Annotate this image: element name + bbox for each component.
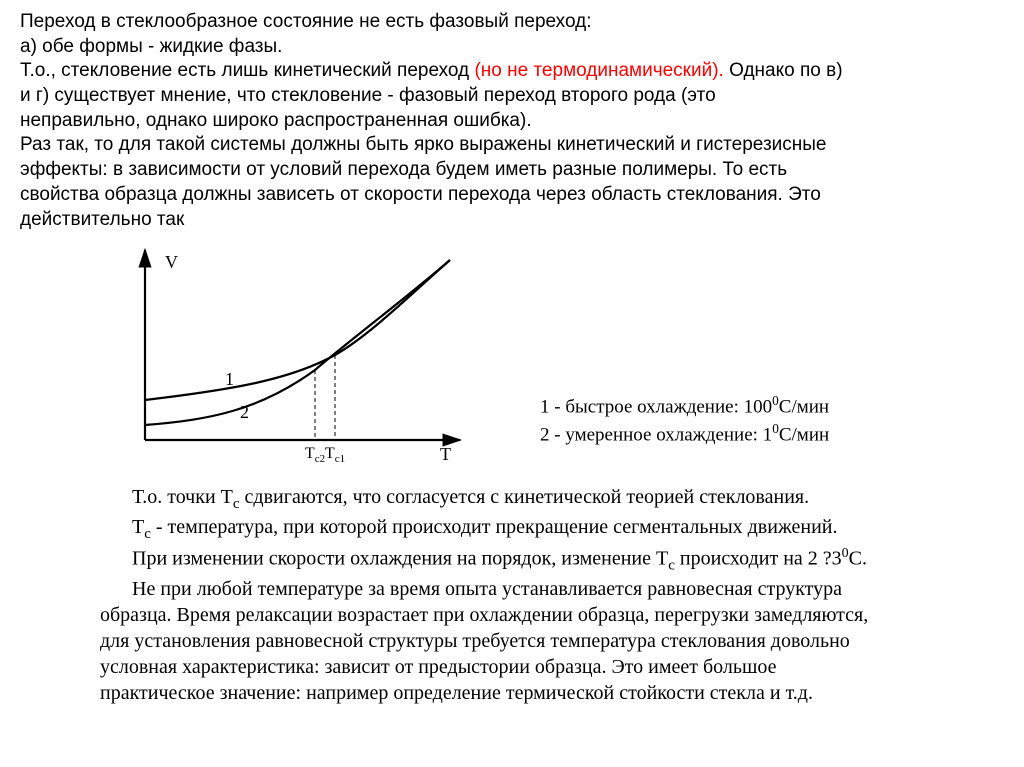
chart-legend: 1 - быстрое охлаждение: 1000С/мин 2 - ум…	[540, 392, 829, 448]
text: Т.о. точки Т	[132, 486, 233, 508]
svg-text:Tс1: Tс1	[325, 445, 345, 465]
lower-line: условная характеристика: зависит от пред…	[100, 654, 984, 680]
text: С/мин	[779, 424, 829, 445]
svg-text:2: 2	[240, 402, 249, 422]
intro-line: свойства образца должны зависеть от скор…	[20, 183, 1004, 208]
lower-line: Не при любой температуре за время опыта …	[100, 576, 984, 602]
sub: с	[668, 558, 675, 574]
lower-line: практическое значение: например определе…	[100, 680, 984, 706]
intro-line: неправильно, однако широко распространен…	[20, 109, 1004, 134]
sub: с	[233, 496, 240, 512]
text: С/мин	[779, 396, 829, 417]
svg-text:Tс2: Tс2	[305, 445, 325, 465]
lower-line: для установления равновесной структуры т…	[100, 628, 984, 654]
text: Т	[132, 516, 144, 538]
intro-line: эффекты: в зависимости от условий перехо…	[20, 158, 1004, 183]
lower-line: образца. Время релаксации возрастает при…	[100, 602, 984, 628]
intro-line: Переход в стеклообразное состояние не ес…	[20, 10, 1004, 35]
text: 2 - умеренное охлаждение: 1	[540, 424, 772, 445]
legend-item-1: 1 - быстрое охлаждение: 1000С/мин	[540, 392, 829, 420]
lower-line: При изменении скорости охлаждения на пор…	[100, 545, 984, 576]
lower-line: Т.о. точки Тс сдвигаются, что согласуетс…	[100, 484, 984, 515]
svg-text:1: 1	[225, 369, 234, 389]
text: С.	[849, 548, 867, 570]
lower-text: Т.о. точки Тс сдвигаются, что согласуетс…	[20, 484, 1004, 706]
text: Однако по в)	[724, 60, 843, 81]
text: 1 - быстрое охлаждение: 100	[540, 396, 772, 417]
text: - температура, при которой происходит пр…	[151, 516, 838, 538]
red-note: (но не термодинамический).	[474, 60, 723, 81]
vt-chart: V T 12 Tс2Tс1	[110, 240, 480, 478]
text: сдвигаются, что согласуется с кинетическ…	[240, 486, 810, 508]
legend-item-2: 2 - умеренное охлаждение: 10С/мин	[540, 420, 829, 448]
sup: 0	[772, 421, 779, 436]
intro-text: Переход в стеклообразное состояние не ес…	[20, 10, 1004, 232]
intro-line: Т.о., стекловение есть лишь кинетический…	[20, 59, 1004, 84]
intro-line: а) обе формы - жидкие фазы.	[20, 35, 1004, 60]
text: Т.о., стекловение есть лишь кинетический…	[20, 60, 474, 81]
chart-row: VT12Tс2Tс1 1 - быстрое охлаждение: 1000С…	[20, 240, 1004, 478]
sup: 0	[842, 546, 849, 561]
intro-line: Раз так, то для такой системы должны быт…	[20, 133, 1004, 158]
intro-line: и г) существует мнение, что стекловение …	[20, 84, 1004, 109]
sub: с	[144, 526, 151, 542]
lower-line: Тс - температура, при которой происходит…	[100, 514, 984, 545]
text: происходит на 2 ?3	[675, 548, 842, 570]
sup: 0	[772, 393, 779, 408]
text: При изменении скорости охлаждения на пор…	[132, 548, 668, 570]
intro-line: действительно так	[20, 208, 1004, 233]
svg-text:V: V	[165, 252, 178, 272]
vt-chart-svg: V T 12 Tс2Tс1	[110, 240, 480, 470]
svg-text:T: T	[440, 444, 451, 464]
